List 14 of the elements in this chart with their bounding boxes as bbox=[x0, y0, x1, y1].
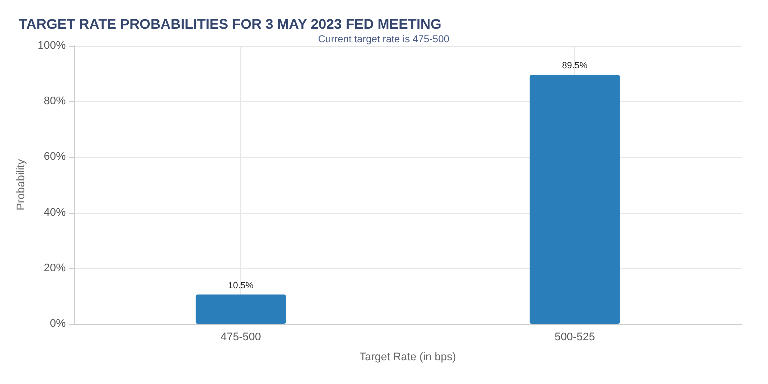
y-tick-label: 0% bbox=[50, 318, 66, 330]
y-tick-label: 40% bbox=[44, 206, 66, 219]
y-tick-label: 60% bbox=[44, 151, 66, 164]
y-tick-label: 100% bbox=[38, 40, 66, 52]
x-tick-label: 500-525 bbox=[554, 332, 596, 344]
y-axis-title: Probability bbox=[16, 158, 28, 211]
chart-subtitle: Current target rate is 475-500 bbox=[318, 34, 450, 46]
chart-title: TARGET RATE PROBABILITIES FOR 3 MAY 2023 FED MEETING bbox=[19, 16, 442, 32]
x-tick-label: 475-500 bbox=[220, 332, 262, 344]
y-tick-label: 20% bbox=[44, 262, 66, 274]
x-axis-title: Target Rate (in bps) bbox=[360, 352, 456, 364]
y-tick-label: 80% bbox=[44, 96, 66, 108]
data-label: 10.5% bbox=[228, 280, 254, 290]
data-label: 89.5% bbox=[562, 60, 588, 71]
